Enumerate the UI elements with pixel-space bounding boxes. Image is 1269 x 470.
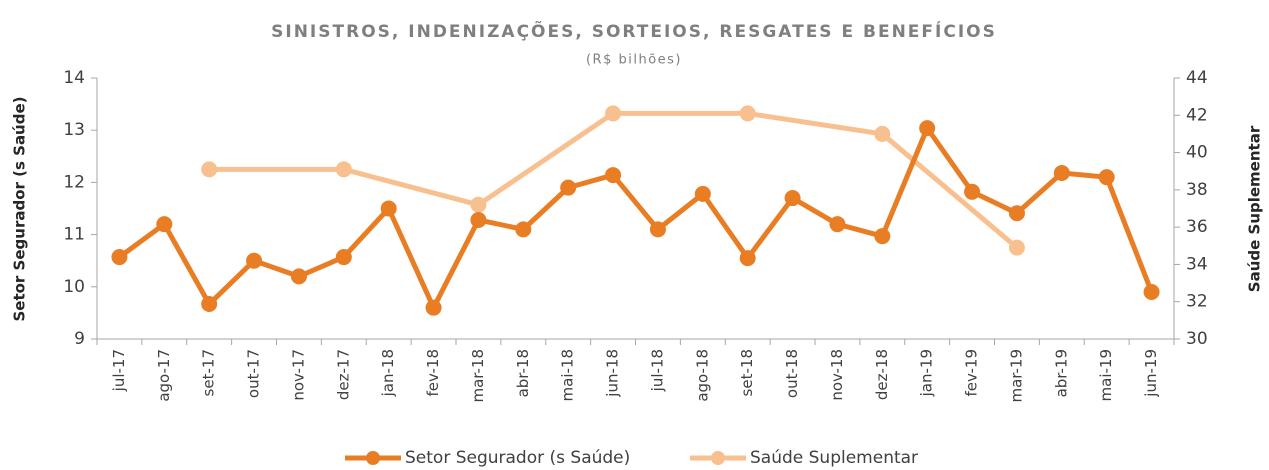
- y-tick-label: 12: [63, 172, 85, 192]
- x-tick-label: set-18: [738, 349, 756, 396]
- series-point: [694, 185, 711, 202]
- y2-tick-label: 44: [1186, 68, 1208, 88]
- series-point: [964, 183, 981, 200]
- series-point: [425, 299, 442, 316]
- x-tick-label: abr-19: [1052, 349, 1070, 397]
- series-point: [605, 105, 622, 122]
- x-tick-label: mai-19: [1097, 349, 1115, 401]
- series-point: [335, 249, 352, 266]
- series-point: [784, 190, 801, 207]
- series-point: [1053, 165, 1070, 182]
- series-point: [156, 216, 173, 233]
- x-tick-label: set-17: [200, 349, 218, 396]
- series-point: [380, 200, 397, 217]
- series-point: [1008, 239, 1025, 256]
- series-point: [1098, 169, 1115, 186]
- x-tick-label: ago-17: [155, 349, 173, 402]
- series-point: [1008, 205, 1025, 222]
- series-point: [739, 105, 756, 122]
- series-point: [111, 249, 128, 266]
- chart-subtitle: (R$ bilhões): [586, 53, 682, 68]
- series-point: [649, 221, 666, 238]
- y2-tick-label: 40: [1186, 143, 1208, 163]
- x-tick-label: out-17: [245, 349, 263, 398]
- y2-tick-label: 30: [1186, 329, 1208, 349]
- x-tick-label: fev-19: [963, 349, 981, 396]
- series-point: [919, 120, 936, 137]
- x-tick-label: nov-17: [289, 349, 307, 401]
- x-tick-label: dez-17: [334, 349, 352, 400]
- x-tick-label: dez-18: [873, 349, 891, 400]
- series-point: [470, 196, 487, 213]
- x-tick-label: jun-19: [1142, 349, 1160, 398]
- series-point: [560, 179, 577, 196]
- y2-tick-label: 38: [1186, 180, 1208, 200]
- x-tick-label: jul-18: [648, 349, 666, 392]
- x-tick-label: jan-19: [918, 349, 936, 397]
- legend-marker: [711, 451, 725, 465]
- y-tick-label: 11: [63, 225, 85, 245]
- y2-tick-label: 34: [1186, 254, 1208, 274]
- x-tick-label: jul-17: [110, 349, 128, 392]
- series-point: [335, 161, 352, 178]
- x-tick-label: jun-18: [604, 349, 622, 398]
- series-point: [605, 167, 622, 184]
- legend-label: Saúde Suplementar: [750, 448, 918, 468]
- series-point: [874, 228, 891, 245]
- series-point: [246, 252, 263, 269]
- x-tick-label: mar-19: [1007, 349, 1025, 403]
- legend-marker: [366, 451, 380, 465]
- series-point: [470, 211, 487, 228]
- y2-tick-label: 36: [1186, 217, 1208, 237]
- x-tick-label: ago-18: [693, 349, 711, 402]
- y2-axis-title: Saúde Suplementar: [1246, 125, 1264, 292]
- y-tick-label: 14: [63, 68, 85, 88]
- series-point: [201, 161, 218, 178]
- x-tick-label: fev-18: [424, 349, 442, 396]
- y2-tick-label: 32: [1186, 292, 1208, 312]
- chart-title: SINISTROS, INDENIZAÇÕES, SORTEIOS, RESGA…: [271, 19, 997, 42]
- x-tick-label: abr-18: [514, 349, 532, 397]
- series-point: [201, 296, 218, 313]
- x-tick-label: jan-18: [379, 349, 397, 397]
- legend-label: Setor Segurador (s Saúde): [405, 448, 630, 468]
- y-axis-title: Setor Segurador (s Saúde): [11, 96, 29, 321]
- series-point: [739, 250, 756, 267]
- x-tick-label: mar-18: [469, 349, 487, 403]
- y-tick-label: 9: [74, 329, 85, 349]
- y2-tick-label: 42: [1186, 105, 1208, 125]
- y-tick-label: 13: [63, 120, 85, 140]
- x-tick-label: out-18: [783, 349, 801, 398]
- series-point: [1143, 284, 1160, 301]
- series-line: [117, 125, 1154, 311]
- series-point: [290, 268, 307, 285]
- x-tick-label: mai-18: [559, 349, 577, 401]
- series-point: [874, 125, 891, 142]
- series-point: [829, 216, 846, 233]
- y-tick-label: 10: [63, 277, 85, 297]
- x-tick-label: nov-18: [828, 349, 846, 401]
- series-point: [515, 221, 532, 238]
